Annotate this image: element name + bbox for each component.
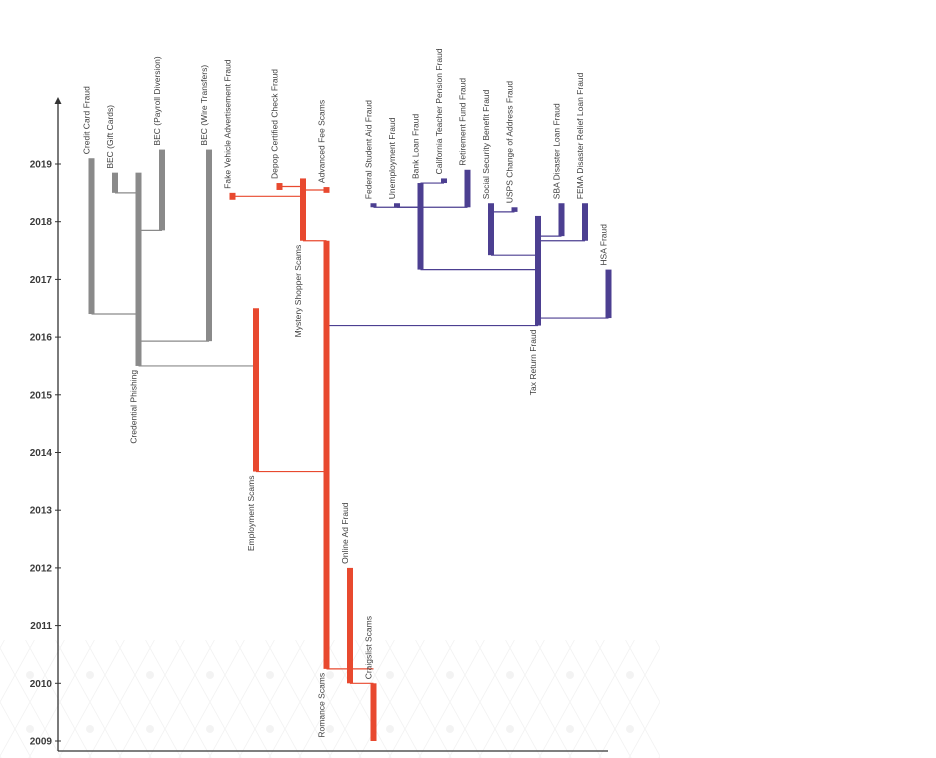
background-pattern — [0, 640, 660, 758]
label-depop-check: Depop Certified Check Fraud — [270, 69, 280, 179]
label-unemployment-fraud: Unemployment Fraud — [387, 117, 397, 199]
bar-craigslist-scams — [370, 683, 377, 741]
y-tick-label: 2017 — [30, 275, 53, 286]
label-retirement-fund: Retirement Fund Fraud — [458, 78, 468, 166]
label-social-security: Social Security Benefit Fraud — [481, 89, 491, 199]
y-tick-label: 2013 — [30, 506, 53, 517]
bars-layer — [88, 149, 612, 741]
y-tick-label: 2012 — [30, 563, 53, 574]
label-tax-return: Tax Return Fraud — [528, 329, 538, 395]
label-usps-address: USPS Change of Address Fraud — [505, 81, 515, 204]
bar-bec-payroll — [159, 149, 165, 231]
label-bec-gift-cards: BEC (Gift Cards) — [105, 105, 115, 169]
label-online-ad-fraud: Online Ad Fraud — [340, 502, 350, 564]
y-tick-label: 2015 — [30, 390, 53, 401]
bar-unemployment-fraud — [394, 203, 400, 208]
y-tick-label: 2018 — [30, 217, 53, 228]
bar-hsa-fraud — [605, 269, 612, 319]
bar-sba-disaster — [558, 203, 565, 237]
label-bank-loan: Bank Loan Fraud — [411, 114, 421, 179]
bar-credential-phishing — [135, 172, 142, 366]
labels-layer: Credit Card Fraud BEC (Gift Cards) Credent… — [82, 48, 609, 737]
bar-credit-card-fraud — [88, 158, 95, 315]
label-federal-student-aid: Federal Student Aid Fraud — [364, 100, 374, 200]
label-fema-disaster: FEMA Disaster Relief Loan Fraud — [575, 72, 585, 199]
label-craigslist-scams: Craigslist Scams — [364, 616, 374, 679]
label-advanced-fee: Advanced Fee Scams — [317, 100, 327, 183]
y-tick-label: 2010 — [30, 679, 53, 690]
label-employment-scams: Employment Scams — [246, 476, 256, 552]
bar-advanced-fee — [323, 187, 330, 193]
label-bec-payroll: BEC (Payroll Diversion) — [152, 56, 162, 145]
y-axis-arrow-icon — [54, 97, 62, 104]
y-tick-label: 2019 — [30, 160, 53, 171]
bar-bank-loan — [417, 183, 424, 270]
label-bec-wire: BEC (Wire Transfers) — [199, 65, 209, 146]
bar-tax-return — [535, 215, 541, 326]
bar-social-security — [488, 203, 494, 256]
label-mystery-shopper: Mystery Shopper Scams — [293, 245, 303, 338]
bar-usps-address — [511, 207, 518, 212]
label-credential-phishing: Credential Phishing — [129, 370, 139, 444]
bar-online-ad-fraud — [347, 567, 353, 684]
label-romance-scams: Romance Scams — [317, 673, 327, 738]
bar-bec-gift-cards — [112, 172, 118, 193]
bar-fema-disaster — [582, 203, 588, 241]
label-fake-vehicle-ad: Fake Vehicle Advertisement Fraud — [223, 59, 233, 189]
y-tick-label: 2016 — [30, 333, 53, 344]
y-tick-label: 2014 — [30, 448, 53, 459]
label-hsa-fraud: HSA Fraud — [599, 224, 609, 266]
bar-federal-student-aid — [370, 203, 377, 208]
bar-bec-wire — [206, 149, 212, 342]
bar-california-teacher — [441, 178, 447, 184]
bar-romance-scams — [323, 240, 330, 669]
label-credit-card-fraud: Credit Card Fraud — [82, 86, 92, 154]
label-california-teacher: California Teacher Pension Fraud — [434, 48, 444, 174]
bar-depop-check — [276, 183, 283, 190]
bar-mystery-shopper — [300, 178, 306, 241]
bar-employment-scams — [253, 308, 259, 472]
y-tick-label: 2011 — [30, 621, 52, 632]
axis-layer: 2009 2010 2011 2012 2013 2014 2015 2016 2017 2018… — [30, 97, 608, 752]
bar-fake-vehicle-ad — [229, 192, 236, 200]
bar-retirement-fund — [464, 169, 471, 208]
y-tick-label: 2009 — [30, 737, 53, 748]
label-sba-disaster: SBA Disaster Loan Fraud — [552, 103, 562, 199]
